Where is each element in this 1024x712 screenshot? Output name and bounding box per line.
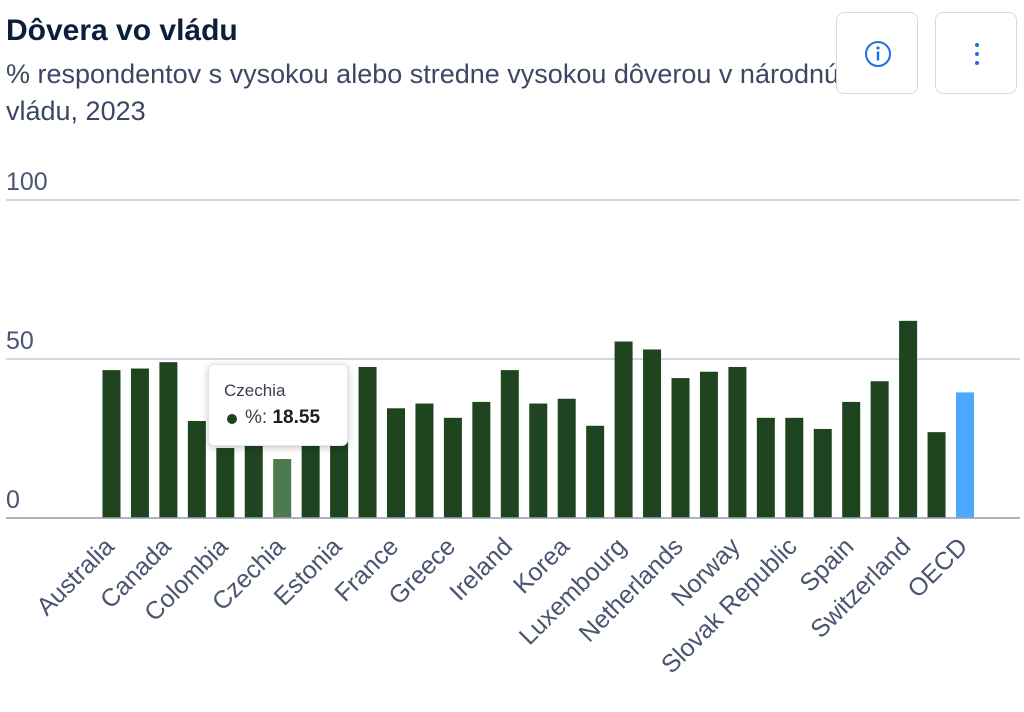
info-circle-icon bbox=[865, 41, 891, 67]
bar[interactable] bbox=[756, 417, 775, 518]
bar[interactable] bbox=[443, 417, 462, 518]
y-tick-label: 50 bbox=[6, 327, 34, 355]
bar[interactable] bbox=[927, 432, 946, 518]
bar[interactable] bbox=[586, 425, 605, 518]
y-tick-label: 0 bbox=[6, 486, 20, 514]
bar[interactable] bbox=[529, 403, 548, 518]
bar[interactable] bbox=[614, 341, 633, 518]
bar[interactable] bbox=[415, 403, 434, 518]
bar[interactable] bbox=[699, 371, 718, 518]
bar[interactable] bbox=[159, 362, 178, 518]
y-tick-label: 100 bbox=[6, 168, 48, 196]
tooltip-label: %: bbox=[245, 407, 268, 428]
bar[interactable] bbox=[813, 428, 832, 518]
bar[interactable] bbox=[216, 448, 235, 518]
x-tick-label: OECD bbox=[902, 532, 973, 603]
x-tick-label: Australia bbox=[31, 532, 120, 621]
bar[interactable] bbox=[557, 398, 576, 518]
tooltip: Czechia %: 18.55 bbox=[208, 364, 348, 446]
bar[interactable] bbox=[301, 444, 320, 518]
tooltip-value: 18.55 bbox=[272, 407, 321, 428]
bar[interactable] bbox=[956, 392, 974, 518]
chart-subtitle: % respondentov s vysokou alebo stredne v… bbox=[6, 59, 840, 126]
bar[interactable] bbox=[671, 378, 690, 518]
vertical-ellipsis-icon bbox=[975, 43, 979, 65]
tooltip-country: Czechia bbox=[224, 381, 286, 400]
tooltip-value-row: %: 18.55 bbox=[245, 407, 320, 429]
chart-title: Dôvera vo vládu bbox=[6, 14, 238, 47]
bar[interactable] bbox=[358, 366, 377, 518]
bar[interactable] bbox=[785, 417, 804, 518]
info-button[interactable] bbox=[836, 12, 918, 94]
bar[interactable] bbox=[870, 381, 889, 518]
bar[interactable] bbox=[244, 444, 263, 518]
bar[interactable] bbox=[842, 401, 861, 518]
bar[interactable] bbox=[102, 370, 121, 518]
more-options-button[interactable] bbox=[935, 12, 1017, 94]
bar[interactable] bbox=[643, 349, 662, 518]
bar[interactable] bbox=[472, 401, 491, 518]
bar[interactable] bbox=[273, 459, 292, 518]
bar[interactable] bbox=[130, 368, 149, 518]
bar[interactable] bbox=[187, 421, 206, 518]
bar[interactable] bbox=[387, 408, 405, 518]
x-tick-label: Ireland bbox=[444, 532, 518, 606]
bar[interactable] bbox=[728, 366, 747, 518]
tooltip-series-dot bbox=[227, 414, 237, 424]
bar[interactable] bbox=[500, 370, 519, 518]
bar[interactable] bbox=[899, 320, 918, 518]
bar[interactable] bbox=[330, 441, 349, 518]
